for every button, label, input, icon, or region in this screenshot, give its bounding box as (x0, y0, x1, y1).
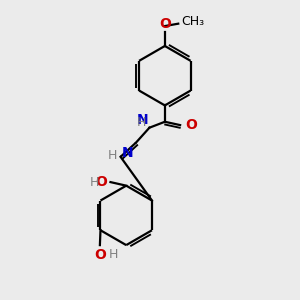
Text: N: N (122, 146, 134, 160)
Text: H: H (90, 176, 100, 189)
Text: H: H (109, 248, 118, 261)
Text: O: O (159, 16, 171, 31)
Text: O: O (94, 248, 106, 262)
Text: H: H (108, 149, 118, 162)
Text: O: O (185, 118, 197, 132)
Text: CH₃: CH₃ (181, 15, 204, 28)
Text: O: O (96, 175, 107, 189)
Text: H: H (136, 116, 146, 129)
Text: N: N (136, 113, 148, 127)
